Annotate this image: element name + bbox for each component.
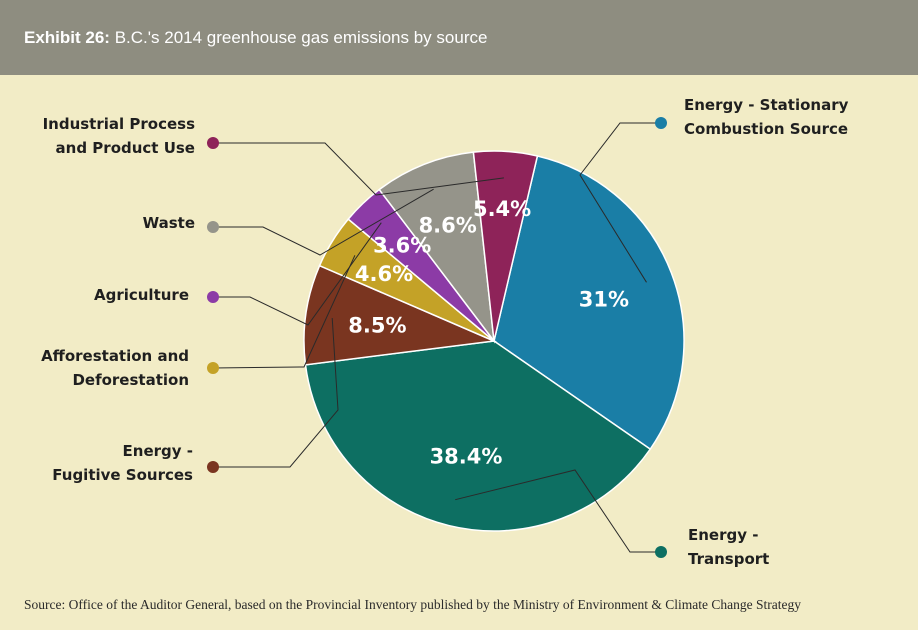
legend-dot	[655, 546, 667, 558]
slice-category-label: Waste	[143, 214, 195, 232]
slice-value-label: 4.6%	[355, 262, 413, 286]
leader-line	[213, 222, 382, 326]
leader-line	[213, 188, 434, 256]
legend-dot	[207, 137, 219, 149]
slice-category-label: Agriculture	[94, 286, 189, 304]
leader-line	[579, 122, 661, 283]
slice-value-label: 38.4%	[430, 444, 503, 468]
legend-dot	[207, 461, 219, 473]
legend-dot	[207, 221, 219, 233]
exhibit-label: Exhibit 26:	[24, 28, 110, 47]
legend-dot	[207, 362, 219, 374]
slice-category-label: Energy -Fugitive Sources	[52, 442, 193, 484]
exhibit-title: B.C.'s 2014 greenhouse gas emissions by …	[114, 28, 488, 47]
leader-line	[455, 469, 661, 553]
legend-dot	[655, 117, 667, 129]
slice-category-label: Afforestation and Deforestation	[41, 347, 189, 389]
slice-value-label: 31%	[579, 288, 629, 312]
pie-slice	[472, 150, 539, 342]
slice-category-label: Energy -Transport	[688, 526, 769, 568]
header-bar: Exhibit 26: B.C.'s 2014 greenhouse gas e…	[0, 0, 918, 75]
slice-category-label: Industrial Process and Product Use	[43, 115, 195, 157]
pie-slice	[378, 151, 496, 344]
pie-slice	[493, 155, 685, 451]
pie-chart: 31% 38.4% 8.5% 4.6% 3.6%8.6%5.4% Energy - Sta…	[41, 96, 849, 568]
slice-value-label: 3.6%	[373, 234, 431, 258]
leader-line	[212, 255, 356, 369]
chart-title: Exhibit 26: B.C.'s 2014 greenhouse gas e…	[24, 28, 487, 48]
slice-category-label: Energy - Stationary Combustion Source	[684, 96, 849, 138]
pie-slice	[304, 340, 652, 532]
leader-line	[213, 142, 504, 196]
leader-line	[213, 317, 339, 468]
legend-dot	[207, 291, 219, 303]
source-note: Source: Office of the Auditor General, b…	[24, 597, 801, 612]
slice-value-label: 8.6%	[419, 214, 477, 238]
pie-slice	[303, 264, 497, 366]
slice-value-label: 8.5%	[348, 314, 406, 338]
slice-value-label: 5.4%	[473, 197, 531, 221]
